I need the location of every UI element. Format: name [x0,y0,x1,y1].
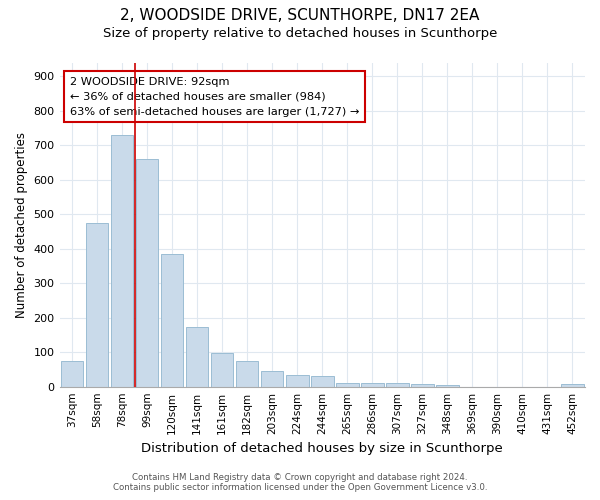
Bar [386,383,409,386]
X-axis label: Distribution of detached houses by size in Scunthorpe: Distribution of detached houses by size … [142,442,503,455]
Bar [336,382,359,386]
Bar [161,254,184,386]
Bar [311,376,334,386]
Bar [186,328,208,386]
Bar [136,159,158,386]
Bar [86,223,109,386]
Bar [261,371,283,386]
Y-axis label: Number of detached properties: Number of detached properties [15,132,28,318]
Bar [286,374,308,386]
Bar [211,353,233,386]
Bar [236,361,259,386]
Bar [561,384,584,386]
Bar [411,384,434,386]
Bar [361,383,383,386]
Bar [61,361,83,386]
Text: Contains HM Land Registry data © Crown copyright and database right 2024.
Contai: Contains HM Land Registry data © Crown c… [113,473,487,492]
Bar [111,135,133,386]
Text: 2, WOODSIDE DRIVE, SCUNTHORPE, DN17 2EA: 2, WOODSIDE DRIVE, SCUNTHORPE, DN17 2EA [121,8,479,22]
Text: Size of property relative to detached houses in Scunthorpe: Size of property relative to detached ho… [103,28,497,40]
Text: 2 WOODSIDE DRIVE: 92sqm
← 36% of detached houses are smaller (984)
63% of semi-d: 2 WOODSIDE DRIVE: 92sqm ← 36% of detache… [70,77,359,116]
